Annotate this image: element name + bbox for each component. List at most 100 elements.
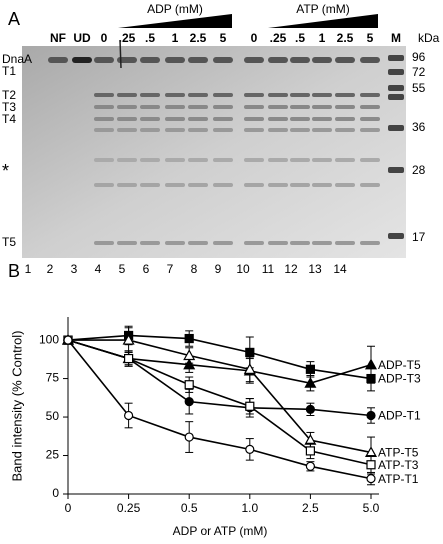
gel-band — [188, 158, 208, 162]
gel-band — [94, 105, 114, 109]
gel-band — [360, 158, 380, 162]
y-tick-label: 0 — [52, 486, 59, 500]
marker — [245, 347, 255, 357]
gel-band — [244, 117, 264, 121]
gel-band — [213, 183, 233, 187]
gel-band — [213, 93, 233, 97]
atp-wedge — [268, 14, 378, 28]
gel-band — [213, 158, 233, 162]
gel-band — [213, 117, 233, 121]
lane-label: .5 — [295, 31, 305, 45]
marker-size: 96 — [412, 50, 426, 64]
marker-size: 36 — [412, 120, 426, 134]
series-label: ATP-T3 — [378, 458, 419, 472]
marker — [123, 353, 134, 364]
gel-band — [244, 183, 264, 187]
lane-number: 13 — [308, 262, 322, 276]
gel-band — [140, 158, 160, 162]
gel-band — [388, 55, 404, 61]
gel-band — [188, 128, 208, 132]
gel-scratch — [119, 39, 122, 69]
x-axis-label: ADP or ATP (mM) — [173, 524, 268, 538]
gel-band — [268, 117, 288, 121]
treatment-label: ATP (mM) — [296, 2, 350, 16]
gel-band — [290, 128, 310, 132]
gel-band — [165, 158, 185, 162]
gel-band — [312, 57, 332, 63]
gel-band — [335, 241, 355, 245]
band-label: * — [2, 161, 9, 181]
series-line — [67, 339, 372, 480]
gel-band — [335, 105, 355, 109]
gel-band — [140, 128, 160, 132]
gel-image — [22, 46, 406, 258]
lane-label: NF — [50, 31, 66, 45]
panel-label: B — [8, 261, 20, 281]
gel-band — [360, 57, 380, 63]
gel-band — [72, 57, 92, 63]
band-label: T5 — [2, 235, 16, 249]
gel-band — [165, 128, 185, 132]
gel-band — [94, 158, 114, 162]
marker — [304, 376, 317, 388]
lane-number: 12 — [284, 262, 298, 276]
gel-band — [290, 57, 310, 63]
gel-band — [165, 105, 185, 109]
gel-band — [312, 128, 332, 132]
gel-band — [165, 57, 185, 63]
gel-band — [312, 158, 332, 162]
gel-band — [268, 183, 288, 187]
panel-label: A — [8, 9, 20, 29]
gel-band — [117, 128, 137, 132]
series-label: ADP-T3 — [378, 372, 421, 386]
series-line — [67, 334, 372, 380]
gel-band — [94, 241, 114, 245]
gel-band — [117, 183, 137, 187]
y-axis-label: Band intensity (% Control) — [9, 330, 24, 481]
lane-number: 1 — [25, 262, 32, 276]
gel-band — [117, 105, 137, 109]
marker — [124, 410, 134, 421]
marker — [243, 363, 256, 374]
gel-band — [117, 241, 137, 245]
treatment-label: ADP (mM) — [147, 2, 203, 16]
y-tick-label: 50 — [46, 409, 60, 423]
gel-band — [312, 183, 332, 187]
gel-band — [388, 167, 404, 173]
gel-band — [244, 128, 264, 132]
marker-size: 28 — [412, 163, 426, 177]
gel-band — [388, 85, 404, 91]
gel-band — [290, 117, 310, 121]
gel-band — [312, 117, 332, 121]
lane-label: .25 — [270, 31, 287, 45]
band-label: T2 — [2, 88, 16, 102]
gel-band — [117, 57, 137, 63]
gel-band — [117, 158, 137, 162]
gel-band — [335, 158, 355, 162]
gel-band — [312, 105, 332, 109]
gel-band — [268, 128, 288, 132]
series-line — [67, 339, 372, 466]
marker — [305, 446, 315, 456]
gel-band — [290, 93, 310, 97]
marker — [184, 397, 194, 407]
lane-label: UD — [73, 31, 91, 45]
gel-band — [188, 93, 208, 97]
marker — [305, 461, 315, 471]
gel-band — [140, 241, 160, 245]
x-tick-label: 0.5 — [181, 501, 198, 515]
gel-band — [140, 57, 160, 63]
gel-band — [140, 93, 160, 97]
gel-band — [290, 158, 310, 162]
gel-band — [268, 241, 288, 245]
gel-band — [213, 128, 233, 132]
band-label: T4 — [2, 112, 16, 126]
gel-band — [213, 241, 233, 245]
gel-band — [244, 93, 264, 97]
gel-band — [94, 183, 114, 187]
x-tick-label: 0.25 — [117, 501, 141, 515]
lane-label: 0 — [251, 31, 258, 45]
y-tick-label: 25 — [46, 448, 60, 462]
gel-band — [188, 117, 208, 121]
x-tick-label: 5.0 — [363, 501, 380, 515]
